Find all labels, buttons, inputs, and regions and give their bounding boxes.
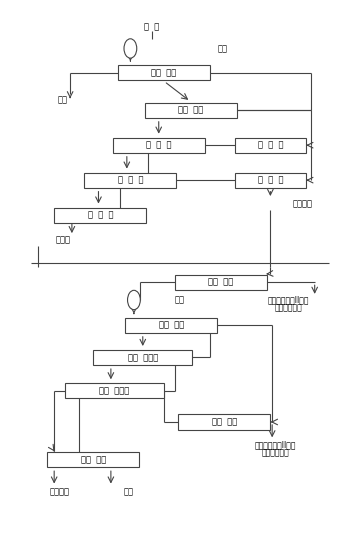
Text: 扫  选  一: 扫 选 一 [258, 141, 283, 150]
Bar [118, 65, 210, 80]
Text: 浮选尾矿: 浮选尾矿 [292, 200, 312, 209]
Text: 浮选  粗选: 浮选 粗选 [178, 106, 203, 115]
Text: 团聚  磁选: 团聚 磁选 [208, 278, 233, 287]
Text: （重选尾矿）: （重选尾矿） [262, 449, 289, 458]
Bar [54, 207, 146, 223]
Text: 锂精矿: 锂精矿 [55, 236, 71, 245]
Bar [47, 452, 139, 467]
Text: 扫  选  二: 扫 选 二 [258, 175, 283, 185]
Text: 重选  精选二: 重选 精选二 [99, 386, 130, 395]
Text: 陶瓷用锂精矿II级品: 陶瓷用锂精矿II级品 [255, 440, 296, 449]
Bar [235, 173, 306, 188]
Text: 重选  精选一: 重选 精选一 [128, 353, 158, 362]
Text: 磨矿: 磨矿 [217, 44, 228, 53]
Text: 精  选  二: 精 选 二 [118, 175, 143, 185]
Text: 铁罐: 铁罐 [123, 488, 134, 496]
Bar [178, 414, 270, 430]
Bar [175, 275, 267, 290]
Text: 原  矿: 原 矿 [144, 22, 159, 31]
Bar [235, 138, 306, 153]
Circle shape [124, 39, 137, 58]
Text: 沉降  脱泥: 沉降 脱泥 [152, 68, 177, 77]
Bar [125, 318, 217, 333]
Text: 弱磁  除铁: 弱磁 除铁 [81, 455, 106, 464]
Text: 重选  扫选: 重选 扫选 [212, 418, 237, 426]
Bar [84, 173, 176, 188]
Text: 矿泥: 矿泥 [58, 95, 68, 104]
Text: 精  选  一: 精 选 一 [146, 141, 171, 150]
Text: 精  选  三: 精 选 三 [87, 211, 113, 219]
Circle shape [127, 291, 140, 310]
Bar [93, 350, 192, 365]
Bar [113, 138, 205, 153]
Bar [65, 383, 164, 399]
Text: 铌钽精矿: 铌钽精矿 [49, 488, 69, 496]
Text: 重选  粗选: 重选 粗选 [158, 321, 184, 330]
Text: （磁选尾矿）: （磁选尾矿） [274, 303, 302, 312]
Text: 陶瓷用锂精矿II级品: 陶瓷用锂精矿II级品 [267, 295, 309, 305]
Text: 再磨: 再磨 [175, 295, 185, 305]
Bar [145, 103, 237, 118]
